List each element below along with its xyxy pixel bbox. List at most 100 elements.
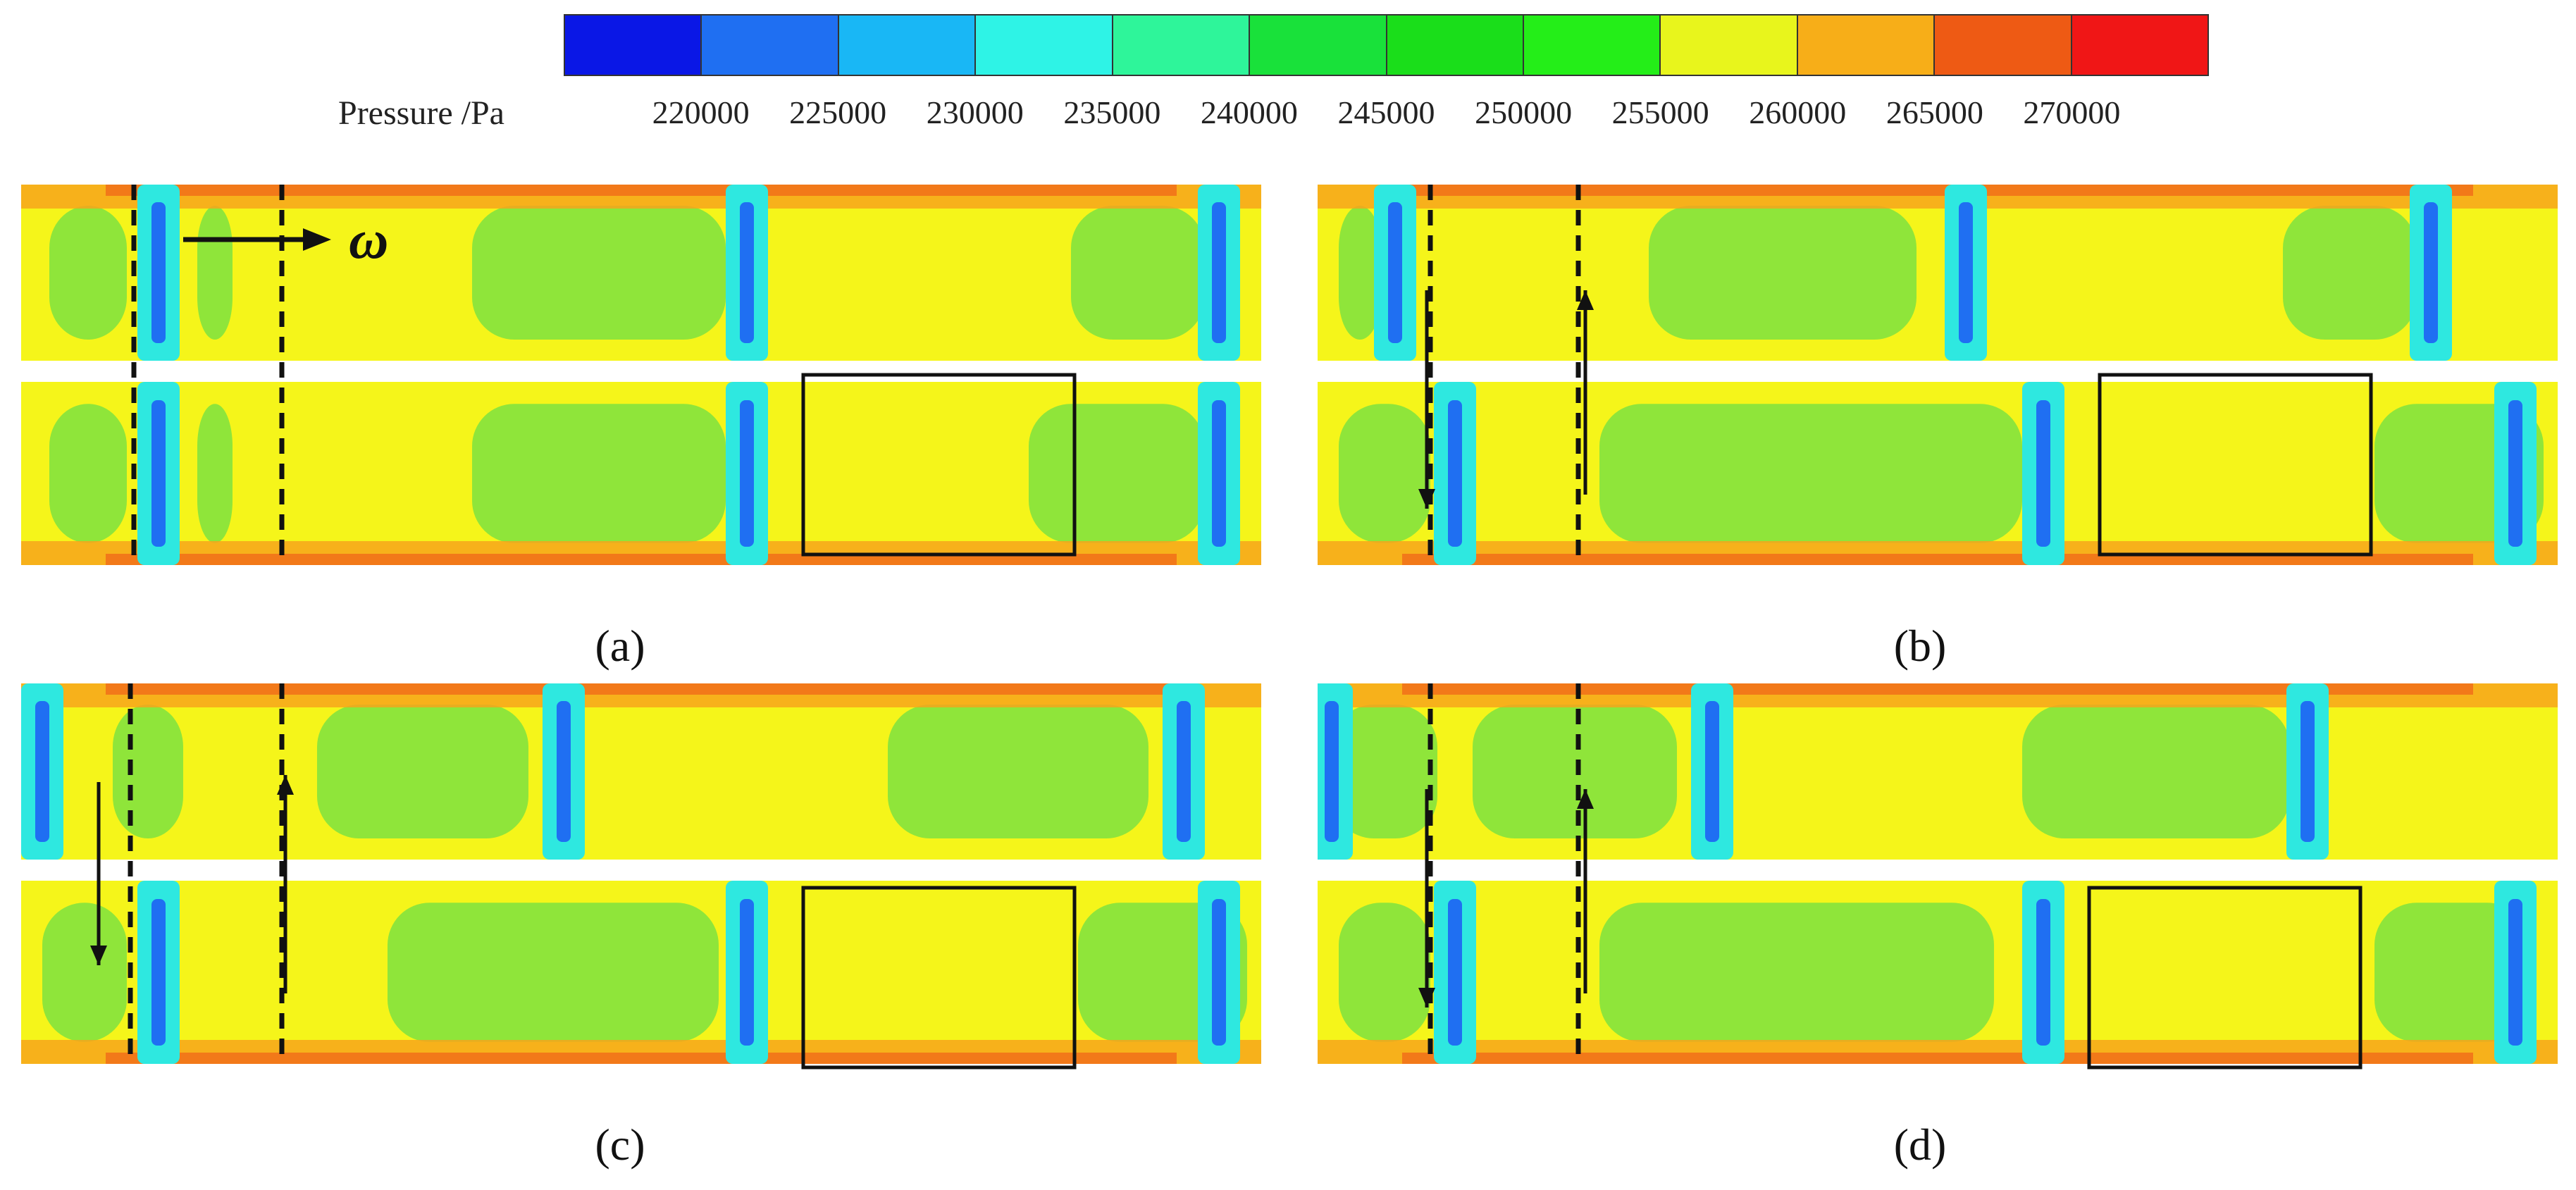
pressure-color-bar	[564, 14, 2209, 76]
blade-core	[1212, 202, 1226, 343]
low-pressure-region	[472, 404, 726, 543]
legend-swatch	[1113, 16, 1251, 75]
legend-swatch	[702, 16, 839, 75]
blade-core	[1212, 400, 1226, 547]
low-pressure-region	[1649, 206, 1916, 340]
legend-swatch	[565, 16, 702, 75]
low-pressure-region	[1071, 206, 1205, 340]
blade-core	[2301, 701, 2315, 842]
high-pressure-edge	[106, 683, 1177, 695]
legend-swatch	[1250, 16, 1387, 75]
legend-tick-label: 255000	[1611, 94, 1709, 130]
blade-core	[151, 400, 166, 547]
legend-swatch	[1935, 16, 2072, 75]
highlight-box	[2098, 373, 2373, 557]
legend-tick-label: 220000	[652, 94, 750, 130]
panel-c	[21, 683, 1261, 1070]
legend-swatch	[976, 16, 1113, 75]
low-pressure-region	[1332, 705, 1437, 838]
high-pressure-edge	[106, 1053, 1177, 1064]
high-pressure-edge	[106, 554, 1177, 565]
legend-swatch	[1387, 16, 1524, 75]
legend-swatch	[838, 16, 977, 75]
legend-swatch	[2072, 16, 2208, 75]
blade-core	[1959, 202, 1973, 343]
low-pressure-region	[1599, 903, 1994, 1042]
low-pressure-region	[1339, 206, 1381, 340]
blade-core	[2036, 899, 2050, 1046]
legend-swatch	[1661, 16, 1798, 75]
legend-swatch	[1797, 16, 1936, 75]
blade-core	[1705, 701, 1719, 842]
caption-c: (c)	[595, 1120, 645, 1170]
low-pressure-region	[472, 206, 726, 340]
caption-b: (b)	[1893, 621, 1947, 671]
blade-core	[740, 202, 754, 343]
panel-a: ω	[21, 185, 1261, 565]
panel-d	[1318, 683, 2558, 1070]
low-pressure-region	[1473, 705, 1677, 838]
arrow-head	[1418, 988, 1435, 1008]
low-pressure-region	[2022, 705, 2290, 838]
legend-title: Pressure /Pa	[338, 94, 504, 132]
low-pressure-region	[42, 903, 127, 1042]
high-pressure-edge	[1402, 683, 2473, 695]
legend-tick-label: 240000	[1200, 94, 1298, 130]
legend-tick-label: 250000	[1475, 94, 1573, 130]
legend-tick-label: 245000	[1337, 94, 1435, 130]
low-pressure-region	[2283, 206, 2417, 340]
blade-core	[740, 899, 754, 1046]
blade-core	[557, 701, 571, 842]
low-pressure-region	[2374, 903, 2529, 1042]
blade-core	[2508, 400, 2522, 547]
blade-core	[151, 899, 166, 1046]
arrow-head	[1577, 789, 1594, 809]
caption-a: (a)	[595, 621, 645, 671]
high-pressure-edge	[1402, 1053, 2473, 1064]
legend-tick-label: 270000	[2023, 94, 2121, 130]
caption-d: (d)	[1893, 1120, 1947, 1170]
legend-tick-label: 265000	[1885, 94, 1983, 130]
blade-core	[1177, 701, 1191, 842]
blade-core	[1212, 899, 1226, 1046]
legend-tick-label: 225000	[789, 94, 887, 130]
low-pressure-region	[1599, 404, 2022, 543]
highlight-box	[2087, 886, 2363, 1070]
arrow-head	[277, 775, 294, 795]
low-pressure-region	[1029, 404, 1205, 543]
low-pressure-region	[49, 206, 127, 340]
low-pressure-region	[49, 404, 127, 543]
low-pressure-region	[197, 404, 233, 543]
high-pressure-edge	[1402, 185, 2473, 196]
legend-tick-label: 230000	[926, 94, 1024, 130]
legend-tick-label: 260000	[1749, 94, 1847, 130]
panel-b	[1318, 185, 2558, 565]
legend-swatch	[1523, 16, 1661, 75]
low-pressure-region	[317, 705, 528, 838]
low-pressure-region	[197, 206, 233, 340]
blade-core	[151, 202, 166, 343]
low-pressure-region	[1339, 903, 1430, 1042]
low-pressure-region	[388, 903, 719, 1042]
omega-label: ω	[349, 209, 388, 270]
arrow-head	[90, 946, 107, 965]
arrow-head	[1418, 489, 1435, 509]
high-pressure-edge	[1402, 554, 2473, 565]
blade-core	[740, 400, 754, 547]
blade-core	[2424, 202, 2438, 343]
low-pressure-region	[1339, 404, 1430, 543]
blade-core	[2508, 899, 2522, 1046]
blade-core	[2036, 400, 2050, 547]
blade-core	[1325, 701, 1339, 842]
low-pressure-region	[113, 705, 183, 838]
legend-tick-label: 235000	[1063, 94, 1161, 130]
rotation-arrow-head	[303, 228, 331, 251]
blade-core	[1388, 202, 1402, 343]
high-pressure-edge	[106, 185, 1177, 196]
blade-core	[1448, 400, 1462, 547]
blade-core	[1448, 899, 1462, 1046]
highlight-box	[801, 886, 1077, 1070]
highlight-box	[801, 373, 1077, 557]
arrow-head	[1577, 290, 1594, 310]
low-pressure-region	[888, 705, 1148, 838]
